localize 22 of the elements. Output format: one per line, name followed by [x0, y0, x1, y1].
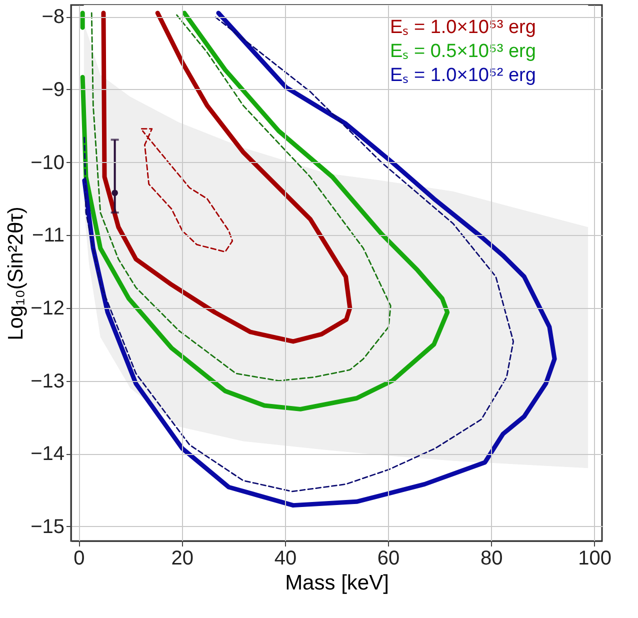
- text: Eₛ = 0.5×10⁵³ erg: [390, 41, 536, 62]
- x-axis-title: Mass [keV]: [285, 572, 389, 594]
- x-tick-label: 0: [74, 548, 85, 570]
- line-series: [140, 128, 234, 253]
- text: Eₛ = 1.0×10⁵³ erg: [390, 17, 536, 38]
- line-series: [90, 12, 392, 382]
- x-tick-label: 40: [274, 548, 297, 570]
- y-tick-label: −15: [30, 516, 64, 538]
- x-tick-label: 100: [578, 548, 612, 570]
- x-tick-label: 80: [480, 548, 503, 570]
- y-tick-label: −8: [42, 6, 64, 28]
- text: Eₛ = 1.0×10⁵² erg: [390, 65, 536, 86]
- x-tick-label: 20: [171, 548, 194, 570]
- y-tick-label: −10: [30, 152, 64, 174]
- line-series: [101, 10, 352, 344]
- y-tick-label: −11: [32, 224, 64, 247]
- y-tick-label: −14: [30, 443, 64, 466]
- x-tick-label: 60: [377, 548, 400, 570]
- y-tick-label: −9: [42, 78, 64, 101]
- y-tick-label: −12: [30, 297, 64, 320]
- y-axis-title: Log₁₀(Sin²2θτ): [4, 206, 28, 340]
- y-tick-label: −13: [30, 370, 64, 392]
